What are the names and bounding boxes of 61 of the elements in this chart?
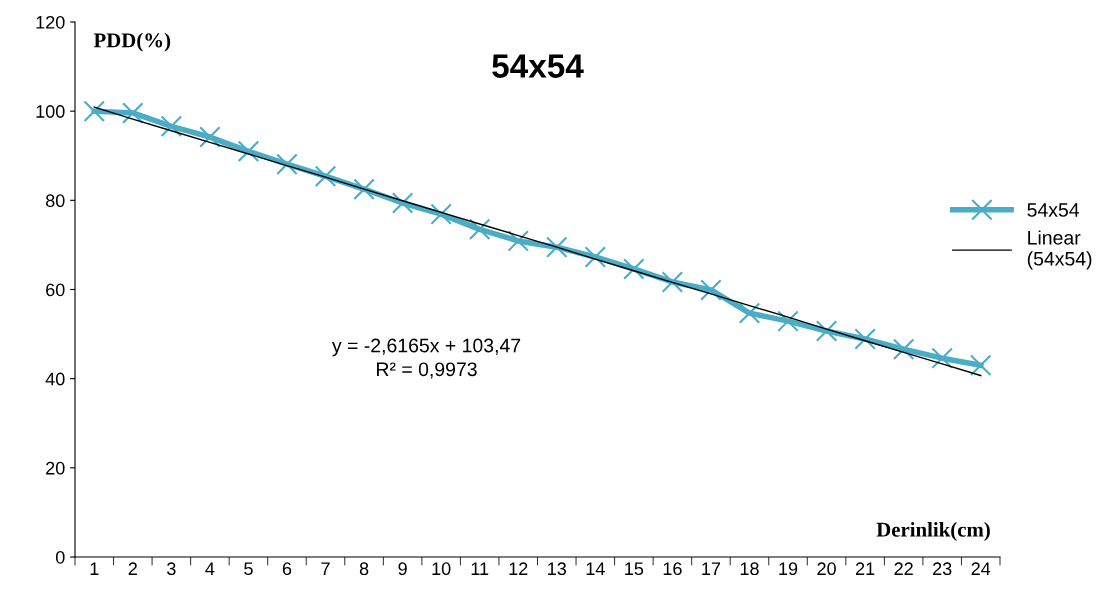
x-axis-title: Derinlik(cm) [876,522,990,541]
x-tick-label: 1 [90,562,99,575]
x-tick-label: 2 [128,562,137,575]
x-tick-label: 13 [548,562,567,576]
point [815,320,838,342]
point [700,279,722,301]
point [122,102,144,124]
point [199,126,221,148]
x-tick-label: 6 [282,562,292,576]
y-tick-label: 80 [45,194,65,208]
x-tick-label: 22 [894,562,913,575]
point [314,165,337,188]
y-tick-label: 40 [45,372,65,386]
x-tick-label: 12 [509,562,528,575]
y-tick-label: 100 [36,105,65,118]
x-tick-label: 16 [663,562,682,576]
point [777,310,799,332]
x-tick-label: 7 [321,562,330,575]
x-tick-label: 17 [702,562,721,575]
point [391,192,414,214]
x-tick-label: 19 [779,562,798,576]
point [738,302,761,324]
x-tick-label: 10 [432,562,451,576]
x-tick-label: 8 [359,562,369,576]
point [353,178,375,200]
point [276,153,298,175]
point [430,203,452,225]
x-tick-label: 5 [244,562,253,576]
x-tick-label: 23 [933,562,952,576]
annotation: y = -2,6165x + 103,47 R² = 0,9973 [331,338,521,379]
legend-label: 54x54 [1027,203,1080,217]
x-tick-label: 14 [586,562,605,575]
point [546,236,568,258]
x-tick-label: 4 [205,562,215,575]
x-tick-label: 9 [398,562,407,576]
point [83,100,106,122]
point [507,230,529,252]
x-tick-label: 3 [167,562,176,576]
y-tick-label: 20 [46,461,65,475]
y-tick-label: 60 [46,283,65,297]
x-tick-label: 15 [625,562,644,576]
x-tick-label: 18 [740,562,759,576]
point [584,246,607,268]
x-tick-label: 24 [971,562,991,575]
point [661,271,684,293]
point [623,258,645,280]
point [237,140,260,163]
text: 54x54 [492,54,584,78]
y-tick-label: 0 [55,550,65,564]
point [160,115,183,138]
x-tick-label: 11 [471,562,489,575]
y-axis-title: PDD(%) [93,32,171,52]
point [892,338,915,360]
point [468,218,491,241]
point [854,328,876,350]
legend-label: Linear (54x54) [1027,230,1092,270]
y-tick-label: 120 [36,15,65,29]
x-tick-label: 20 [817,562,836,576]
point [969,354,992,377]
point [931,347,953,369]
x-tick-label: 21 [855,562,875,575]
